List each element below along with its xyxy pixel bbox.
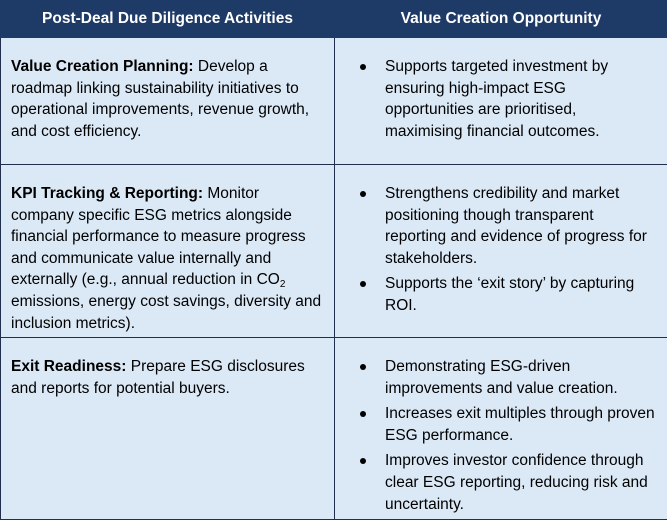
activity-term: Exit Readiness: <box>11 358 126 375</box>
activity-term: Value Creation Planning: <box>11 58 194 75</box>
table-row: Exit Readiness: Prepare ESG disclosures … <box>1 338 667 520</box>
activity-cell: KPI Tracking & Reporting: Monitor compan… <box>1 165 335 338</box>
table-row: Value Creation Planning: Develop a roadm… <box>1 38 667 165</box>
list-item: Strengthens credibility and market posit… <box>385 183 657 269</box>
opportunity-list: Strengthens credibility and market posit… <box>335 183 657 317</box>
opportunity-list: Supports targeted investment by ensuring… <box>335 56 657 142</box>
table-row: KPI Tracking & Reporting: Monitor compan… <box>1 165 667 338</box>
opportunity-cell: Demonstrating ESG-driven improvements an… <box>335 338 667 520</box>
list-item: Demonstrating ESG-driven improvements an… <box>385 356 657 399</box>
list-item: Supports the ‘exit story’ by capturing R… <box>385 273 657 316</box>
list-item: Supports targeted investment by ensuring… <box>385 56 657 142</box>
activity-term: KPI Tracking & Reporting: <box>11 185 203 202</box>
header-row: Post-Deal Due Diligence Activities Value… <box>1 1 667 38</box>
activity-cell: Value Creation Planning: Develop a roadm… <box>1 38 335 165</box>
header-value-creation: Value Creation Opportunity <box>335 1 667 38</box>
activity-description-cont: emissions, energy cost savings, diversit… <box>11 293 321 332</box>
header-activities: Post-Deal Due Diligence Activities <box>1 1 335 38</box>
list-item: Improves investor confidence through cle… <box>385 450 657 515</box>
opportunity-list: Demonstrating ESG-driven improvements an… <box>335 356 657 515</box>
opportunity-cell: Supports targeted investment by ensuring… <box>335 38 667 165</box>
list-item: Increases exit multiples through proven … <box>385 403 657 446</box>
activity-cell: Exit Readiness: Prepare ESG disclosures … <box>1 338 335 520</box>
opportunity-cell: Strengthens credibility and market posit… <box>335 165 667 338</box>
subscript: 2 <box>280 279 286 290</box>
